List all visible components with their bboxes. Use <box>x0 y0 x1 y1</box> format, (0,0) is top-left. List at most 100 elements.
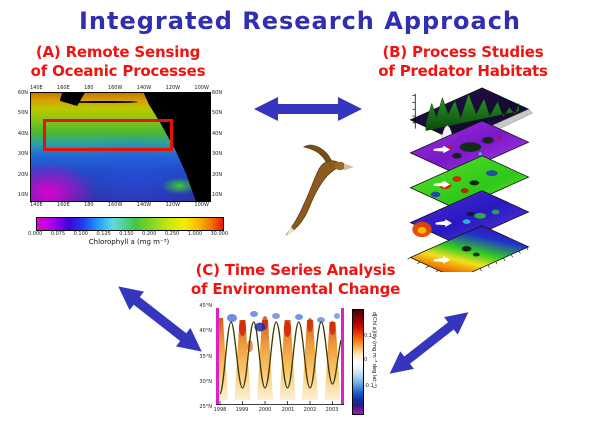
panel-b-heading: (B) Process Studies of Predator Habitats <box>358 43 568 81</box>
axis-tick-label: 120W <box>165 202 181 208</box>
x-axis-ticks <box>219 401 333 405</box>
hovmoller-plot <box>212 308 344 405</box>
layer-blue-map <box>409 190 530 245</box>
colorbar-tick-label: 0.100 <box>73 231 88 237</box>
double-arrow-icon <box>118 286 202 352</box>
dark-patch <box>482 136 494 144</box>
dark-patch <box>466 211 475 217</box>
white-arrow-icon <box>433 145 451 154</box>
axis-tick-label: 120W <box>165 85 181 91</box>
habitat-layer-stack <box>407 87 533 272</box>
warm-core <box>417 226 427 234</box>
axis-tick-label: 60N <box>212 90 223 96</box>
map-a-right-axis: 60N 50N 40N 30N 20N 10N <box>212 90 230 198</box>
colorbar-tick-label: 30.000 <box>210 231 229 237</box>
green-spot <box>491 209 500 215</box>
hovmoller-canvas <box>212 308 344 405</box>
arrow-a-c-svg <box>118 286 202 352</box>
axis-tick-label: 30°N <box>199 378 212 385</box>
axis-tick-label: 30N <box>212 151 223 158</box>
year-label: 2003 <box>325 407 339 413</box>
arrow-c-b-svg <box>389 312 469 374</box>
axis-tick-label: 180 <box>84 202 94 208</box>
chlorophyll-colorbar-ticks: 0.000 0.075 0.100 0.125 0.150 0.200 0.25… <box>28 231 228 237</box>
panel-c-heading: (C) Time Series Analysis of Environmenta… <box>178 261 413 299</box>
axis-tick-label: 100W <box>194 202 209 208</box>
map-a-top-axis: 140E 160E 180 160W 140W 120W 100W <box>30 85 209 91</box>
dark-patch <box>472 252 480 257</box>
arrow-a-b <box>254 97 362 121</box>
double-arrow-icon <box>389 312 469 374</box>
study-region-box <box>43 119 173 151</box>
bird-far-wing <box>302 144 333 165</box>
seabird-image <box>285 144 354 236</box>
chlorophyll-map <box>30 92 211 202</box>
layer-rainbow-map <box>407 225 530 272</box>
layer-purple-map <box>409 120 530 175</box>
axis-tick-label: 30N <box>17 151 28 158</box>
land-aleutians <box>70 100 139 104</box>
bird-tail-tip <box>286 227 295 235</box>
white-arrow-icon <box>433 180 451 189</box>
chlorophyll-colorbar <box>36 217 224 231</box>
axis-tick-label: 140W <box>136 85 152 91</box>
panel-c-heading-line2: of Environmental Change <box>190 280 401 298</box>
bird-body <box>285 160 343 236</box>
axis-tick-label: 40°N <box>199 328 212 335</box>
page-title: Integrated Research Approach <box>78 7 522 35</box>
dark-patch <box>459 142 482 152</box>
dark-patch <box>452 152 462 159</box>
panel-c-heading-line1: (C) Time Series Analysis <box>195 261 396 279</box>
colorbar-tick-label: 0.125 <box>96 231 111 237</box>
arrow-c-b <box>384 304 476 382</box>
axis-tick-label: 25°N <box>199 404 212 410</box>
axis-tick-label: 160W <box>107 85 123 91</box>
chlorophyll-front-line <box>219 321 342 395</box>
edge-strip-left <box>216 308 219 405</box>
panel-b-heading-line2: of Predator Habitats <box>378 62 548 80</box>
white-arrow-icon <box>435 219 453 227</box>
axis-tick-label: 50N <box>212 110 223 117</box>
year-label: 1999 <box>235 407 249 413</box>
axis-tick-label: 180 <box>84 85 94 91</box>
z-axis-ticks <box>412 95 416 124</box>
panel-a-heading: (A) Remote Sensing of Oceanic Processes <box>18 43 218 81</box>
panel-a-heading-line1: (A) Remote Sensing <box>35 43 201 61</box>
blue-patch <box>485 170 498 177</box>
axis-tick-label: 160E <box>57 85 70 91</box>
cold-anomaly-patches <box>227 311 340 332</box>
colorbar-tick-label: 0.1 <box>364 333 372 339</box>
axis-tick-label: 40N <box>17 130 28 137</box>
white-arrow-icon <box>433 256 451 264</box>
colorbar-tick-label: 0.150 <box>119 231 134 237</box>
axis-tick-label: 20N <box>212 171 223 178</box>
arrow-a-c <box>110 277 210 361</box>
anomaly-colorbar <box>352 309 364 415</box>
edge-strip-right <box>341 308 344 405</box>
map-a-left-axis: 60N 50N 40N 30N 20N 10N <box>10 90 28 198</box>
axis-tick-label: 10N <box>17 191 28 198</box>
colorbar-tick-label: 0.000 <box>28 231 43 237</box>
red-patch <box>460 188 469 194</box>
year-label: 2001 <box>281 407 295 413</box>
axis-tick-label: 20N <box>17 171 28 178</box>
colorbar-tick-label: 0.075 <box>50 231 66 237</box>
axis-tick-label: 40N <box>212 130 223 137</box>
axis-tick-label: 10N <box>212 191 223 198</box>
year-label: 2000 <box>258 407 272 413</box>
axis-tick-label: 35°N <box>199 353 212 360</box>
axis-tick-label: 100W <box>194 85 209 91</box>
colorbar-tick-label: 0.250 <box>164 231 180 237</box>
panel-a-heading-line2: of Oceanic Processes <box>30 62 206 80</box>
anomaly-colorbar-title: d[Chl a]/dy (mg m⁻³ deg lat⁻¹) <box>371 312 377 388</box>
colorbar-tick-label: 0 <box>364 357 368 363</box>
dark-patch <box>461 246 472 252</box>
axis-tick-label: 60N <box>17 90 28 96</box>
layer-axis-ticks <box>407 247 529 272</box>
bird-head <box>334 161 346 171</box>
chlorophyll-colorbar-title: Chlorophyll a (mg m⁻³) <box>88 238 170 246</box>
axis-tick-label: 50N <box>17 110 28 117</box>
red-spot <box>497 136 502 141</box>
axis-tick-label: 160W <box>107 202 123 208</box>
